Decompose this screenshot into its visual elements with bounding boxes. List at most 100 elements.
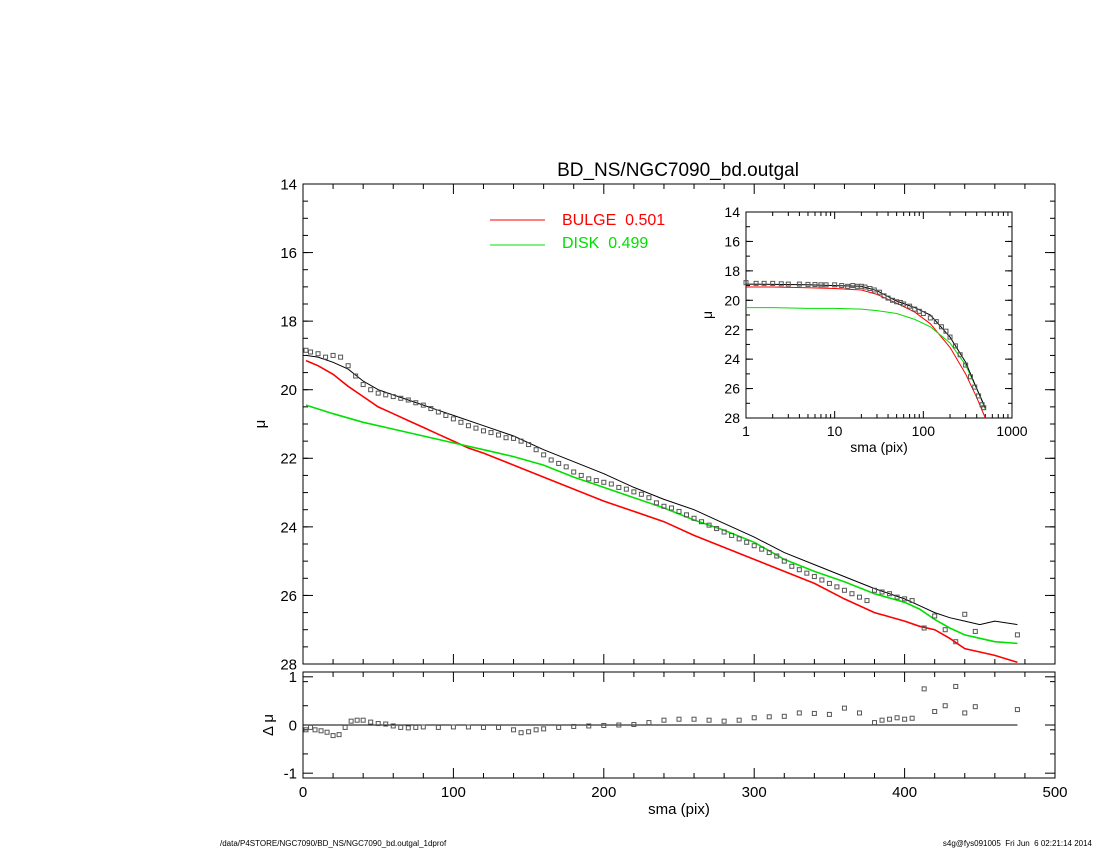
- resid-residual-point: [330, 733, 336, 739]
- main-data-point: [921, 625, 927, 631]
- resid-residual-point: [541, 726, 547, 732]
- main-data-point: [450, 416, 456, 422]
- resid-residual-point: [872, 720, 878, 726]
- inset-data-point: [832, 282, 838, 288]
- resid-residual-point: [894, 715, 900, 721]
- main-data-point: [480, 428, 486, 434]
- main-data-point: [646, 495, 652, 501]
- inset-ytick-label: 20: [724, 292, 740, 308]
- resid-residual-point: [856, 710, 862, 716]
- inset-data-point: [927, 315, 933, 321]
- main-ylabel: μ: [252, 420, 269, 429]
- main-data-point: [789, 563, 795, 569]
- main-data-point: [962, 611, 968, 617]
- main-ytick-label: 18: [280, 314, 297, 331]
- resid-xtick-label: 500: [1042, 784, 1067, 801]
- resid-xtick-label: 0: [299, 784, 307, 801]
- resid-residual-point: [360, 717, 366, 723]
- main-data-point: [638, 491, 644, 497]
- main-data-point: [826, 580, 832, 586]
- resid-ytick-label: 1: [289, 669, 297, 686]
- main-data-point: [942, 627, 948, 633]
- resid-residual-point: [721, 718, 727, 724]
- main-data-point: [864, 598, 870, 604]
- main-data-point: [706, 522, 712, 528]
- main-data-point: [323, 354, 329, 360]
- main-data-point: [586, 476, 592, 482]
- resid-residual-point: [601, 722, 607, 728]
- main-profile-plot: 14 16 18 20 22 24 26 28 μ: [252, 176, 1056, 673]
- main-data-point: [766, 550, 772, 556]
- resid-ytick-label: 0: [289, 717, 297, 734]
- resid-residual-point: [766, 714, 772, 720]
- resid-xtick-label: 300: [742, 784, 767, 801]
- inset-data-point: [933, 319, 939, 325]
- main-data-point: [465, 423, 471, 429]
- legend-disk-label: DISK 0.499: [562, 235, 648, 252]
- inset-ytick-label: 18: [724, 263, 740, 279]
- resid-residual-point: [354, 717, 360, 723]
- main-data-point: [676, 508, 682, 514]
- main-data-point: [405, 397, 411, 403]
- main-data-point: [368, 387, 374, 393]
- main-data-point: [721, 529, 727, 535]
- main-data-point: [668, 505, 674, 511]
- main-data-point: [759, 546, 765, 552]
- resid-residual-point: [398, 724, 404, 730]
- inset-ytick-label: 28: [724, 410, 740, 426]
- resid-xtick-label: 200: [591, 784, 616, 801]
- inset-data-point: [976, 393, 982, 399]
- main-ytick-label: 22: [280, 451, 297, 468]
- main-data-point: [872, 587, 878, 593]
- resid-residual-point: [879, 717, 885, 723]
- main-data-point: [751, 543, 757, 549]
- resid-residual-point: [953, 683, 959, 689]
- main-data-point: [571, 469, 577, 475]
- resid-residual-point: [902, 716, 908, 722]
- main-data-point: [413, 400, 419, 406]
- main-ytick-label: 20: [280, 382, 297, 399]
- main-data-point: [972, 628, 978, 634]
- main-data-point: [390, 394, 396, 400]
- inset-disk-line: [746, 307, 986, 410]
- resid-residual-point: [511, 727, 517, 733]
- main-data-point: [420, 402, 426, 408]
- main-data-point: [488, 430, 494, 436]
- main-data-point: [608, 481, 614, 487]
- resid-residual-point: [368, 719, 374, 725]
- resid-xtick-label: 100: [441, 784, 466, 801]
- main-data-point: [953, 639, 959, 645]
- resid-residual-point: [932, 709, 938, 715]
- main-data-point: [353, 373, 359, 379]
- main-data-point: [834, 584, 840, 590]
- resid-residual-point: [942, 703, 948, 709]
- inset-data-point: [796, 281, 802, 287]
- main-data-point: [473, 425, 479, 431]
- main-data-point: [841, 587, 847, 593]
- resid-residual-point: [826, 711, 832, 717]
- main-data-point: [548, 457, 554, 463]
- main-data-point: [398, 395, 404, 401]
- main-data-point: [909, 598, 915, 604]
- inset-ytick-label: 22: [724, 322, 740, 338]
- main-data-point: [714, 526, 720, 532]
- main-data-point: [894, 594, 900, 600]
- main-data-point: [774, 553, 780, 559]
- resid-residual-point: [312, 727, 318, 733]
- inset-ytick-label: 24: [724, 351, 740, 367]
- inset-data-point: [761, 280, 767, 286]
- inset-data-point: [897, 299, 903, 305]
- resid-residual-point: [556, 724, 562, 730]
- resid-residual-point: [308, 724, 314, 730]
- resid-residual-point: [383, 721, 389, 727]
- main-data-point: [902, 596, 908, 602]
- main-ytick-label: 16: [280, 245, 297, 262]
- resid-residual-point: [736, 717, 742, 723]
- main-data-point: [781, 558, 787, 564]
- inset-data-point: [876, 289, 882, 295]
- footer-timestamp: s4g@fys091005 Fri Jun 6 02:21:14 2014: [942, 839, 1092, 848]
- main-data-point: [496, 432, 502, 438]
- inset-data-point: [957, 352, 963, 358]
- main-data-point: [887, 591, 893, 597]
